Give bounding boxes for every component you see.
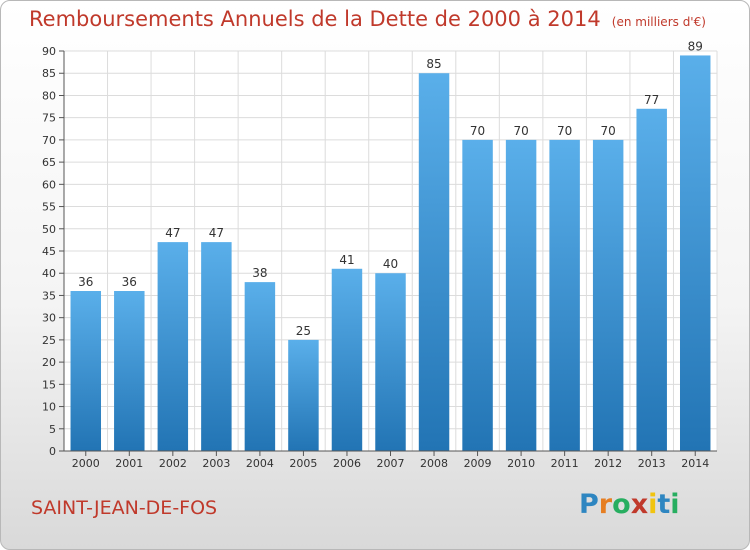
data-label: 77 [644,93,659,107]
x-tick-label: 2007 [377,457,405,470]
brand-letter: x [630,489,649,520]
y-tick-label: 40 [42,267,56,280]
data-label: 38 [252,266,267,280]
data-labels: 36 36 47 47 38 25 41 40 85 70 70 70 70 77 89 [78,39,703,337]
x-tick-label: 2004 [246,457,274,470]
bar [549,139,580,451]
y-tick-label: 55 [42,201,56,214]
data-label: 70 [557,124,572,138]
axes: 0 5 10 15 20 25 30 35 40 45 50 55 60 65 70 75 80 85 90 2000… [42,45,717,470]
bar [288,339,319,451]
x-tick-label: 2006 [333,457,361,470]
chart-subtitle: (en milliers d'€) [611,15,706,29]
x-tick-label: 2011 [551,457,579,470]
x-tick-label: 2008 [420,457,448,470]
y-tick-label: 60 [42,178,56,191]
bar [331,268,363,451]
bar [375,273,406,451]
brand-letter: t [657,489,671,520]
bar [114,291,145,451]
y-tick-label: 85 [42,67,56,80]
y-tick-label: 0 [49,445,56,458]
x-tick-label: 2010 [507,457,535,470]
x-tick-label: 2005 [289,457,317,470]
data-label: 25 [296,324,311,338]
brand-logo: Proxiti [579,489,680,520]
bar [244,282,276,451]
bar [505,139,537,451]
data-label: 36 [122,275,137,289]
y-tick-label: 25 [42,334,56,347]
brand-letter: i [670,489,680,520]
y-tick-label: 20 [42,356,56,369]
x-tick-label: 2002 [159,457,187,470]
brand-letter: r [598,489,613,520]
y-tick-label: 65 [42,156,56,169]
bar [418,73,450,451]
data-label: 40 [383,257,398,271]
x-tick-label: 2001 [115,457,143,470]
title-block: Remboursements Annuels de la Dette de 20… [29,7,706,31]
data-label: 47 [209,226,224,240]
y-tick-label: 10 [42,401,56,414]
data-label: 70 [601,124,616,138]
y-tick-label: 30 [42,312,56,325]
brand-letter: i [648,489,658,520]
brand-letter: P [579,489,599,520]
y-tick-label: 80 [42,89,56,102]
town-name: SAINT-JEAN-DE-FOS [31,497,218,519]
x-tick-label: 2009 [464,457,492,470]
data-label: 36 [78,275,93,289]
y-tick-label: 70 [42,134,56,147]
y-tick-label: 5 [49,423,56,436]
bar [679,55,711,451]
data-label: 41 [339,253,354,267]
x-tick-label: 2003 [202,457,230,470]
bar [70,291,102,451]
y-tick-label: 90 [42,45,56,58]
y-tick-label: 45 [42,245,56,258]
x-tick-label: 2000 [72,457,100,470]
bar [462,139,493,451]
x-tick-label: 2013 [638,457,666,470]
bars [70,55,711,452]
data-label: 47 [165,226,180,240]
x-tick-label: 2014 [681,457,709,470]
brand-letter: o [612,489,631,520]
y-tick-label: 50 [42,223,56,236]
data-label: 89 [688,39,703,53]
y-tick-label: 15 [42,378,56,391]
chart-title: Remboursements Annuels de la Dette de 20… [29,7,601,31]
bar [201,242,232,451]
y-tick-label: 75 [42,112,56,125]
x-tick-label: 2012 [594,457,622,470]
data-label: 85 [426,57,441,71]
bar [636,108,667,452]
bar [157,242,189,451]
bar [592,139,624,451]
data-label: 70 [470,124,485,138]
y-tick-label: 35 [42,289,56,302]
data-label: 70 [513,124,528,138]
